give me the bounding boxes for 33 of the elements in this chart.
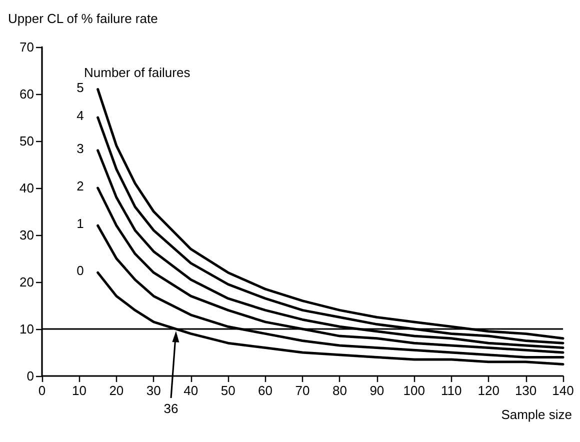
x-tick-label: 10 <box>72 383 86 398</box>
y-tick-label: 60 <box>20 86 34 102</box>
x-tick-label: 50 <box>220 383 236 398</box>
x-tick-label: 90 <box>370 383 384 398</box>
x-tick-label: 0 <box>38 383 46 398</box>
y-tick-label: 70 <box>20 40 34 54</box>
y-axis-title: Upper CL of % failure rate <box>8 11 158 26</box>
series-label: 3 <box>76 140 84 156</box>
x-axis-title: Sample size <box>501 407 572 422</box>
legend-title: Number of failures <box>84 65 191 80</box>
x-tick-label: 100 <box>403 383 425 398</box>
y-tick-label: 40 <box>20 180 34 196</box>
x-tick-label: 130 <box>514 383 537 398</box>
y-tick-label: 30 <box>20 228 34 242</box>
x-tick-label: 70 <box>295 383 310 398</box>
series-label: 2 <box>76 178 84 194</box>
x-tick-label: 30 <box>146 383 161 398</box>
y-tick-label: 0 <box>26 368 34 384</box>
series-label: 1 <box>76 216 84 232</box>
y-tick-label: 20 <box>20 274 34 290</box>
x-tick-label: 120 <box>478 383 500 398</box>
x-tick-label: 110 <box>440 383 462 398</box>
x-tick-label: 40 <box>184 383 198 398</box>
y-tick-label: 50 <box>20 134 34 148</box>
series-label: 5 <box>76 80 84 95</box>
x-tick-label: 60 <box>258 383 273 398</box>
x-tick-label: 140 <box>552 383 574 398</box>
x-tick-label: 20 <box>109 383 124 398</box>
x-tick-label: 80 <box>332 383 347 398</box>
y-tick-label: 10 <box>20 322 34 336</box>
text: 36 <box>164 401 178 416</box>
series-label: 0 <box>76 263 84 278</box>
series-label: 4 <box>76 108 84 123</box>
